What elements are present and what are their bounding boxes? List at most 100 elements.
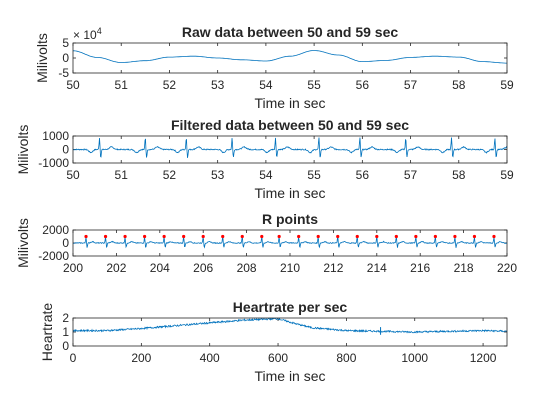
y-tick-label: 5: [62, 36, 69, 50]
x-tick-label: 59: [500, 78, 514, 92]
x-tick-label: 208: [237, 261, 257, 275]
r-point-marker: [453, 234, 457, 239]
chart-title: Filtered data between 50 and 59 sec: [171, 117, 409, 133]
x-tick-label: 57: [404, 78, 418, 92]
y-exponent: × 104: [73, 26, 102, 42]
x-axis-label: Time in sec: [254, 185, 325, 201]
x-tick-label: 54: [259, 168, 273, 182]
x-tick-label: 204: [150, 261, 170, 275]
subplot-3: R points 200 202 204 206 208 210 212 214 216 218 22…: [15, 211, 517, 275]
x-axis-label: Time in sec: [254, 368, 325, 384]
r-point-marker: [143, 234, 147, 239]
y-axis-label: Heartrate: [39, 303, 55, 362]
r-point-marker: [260, 234, 264, 239]
axes-box: [72, 229, 508, 257]
plot-area: [73, 234, 507, 249]
axes-box: [72, 317, 508, 347]
signal-line: [73, 318, 507, 334]
y-tick-label: 1000: [42, 129, 69, 143]
x-tick-label: 51: [115, 168, 129, 182]
r-point-marker: [316, 234, 320, 239]
r-point-marker: [201, 234, 205, 239]
subplot-2: Filtered data between 50 and 59 sec 50 51 5…: [15, 117, 514, 201]
x-tick-label: 55: [307, 78, 321, 92]
x-tick-label: 202: [106, 261, 126, 275]
x-tick-label: 1000: [401, 351, 428, 365]
x-tick-label: 53: [211, 78, 225, 92]
r-point-marker: [336, 234, 340, 239]
r-point-marker: [355, 234, 359, 239]
x-tick-label: 216: [410, 261, 430, 275]
x-tick-label: 200: [131, 351, 151, 365]
signal-line: [73, 236, 507, 249]
y-exponent-power: 4: [97, 26, 102, 36]
plot-area: [73, 50, 507, 64]
y-tick-label: -5: [58, 66, 69, 80]
r-point-marker: [123, 234, 127, 239]
r-point-marker: [297, 234, 301, 239]
x-tick-label: 59: [500, 168, 514, 182]
y-tick-label: 0: [62, 51, 69, 65]
x-tick-label: 56: [356, 78, 370, 92]
x-tick-label: 58: [452, 168, 466, 182]
y-tick-label: 2: [62, 311, 69, 325]
r-point-marker: [240, 234, 244, 239]
r-point-marker: [103, 234, 108, 239]
y-axis-label: Milivolts: [15, 125, 31, 175]
signal-line: [73, 50, 507, 64]
y-tick-label: 0: [62, 143, 69, 157]
x-tick-label: 400: [200, 351, 220, 365]
r-point-marker: [472, 234, 477, 239]
y-tick-label: 1: [62, 325, 69, 339]
x-tick-label: 200: [63, 261, 83, 275]
x-tick-label: 55: [307, 168, 321, 182]
x-tick-label: 210: [280, 261, 300, 275]
x-tick-label: 57: [404, 168, 418, 182]
axes-box: [72, 135, 508, 164]
x-tick-label: 56: [356, 168, 370, 182]
r-point-marker: [84, 234, 88, 239]
y-tick-label: 2000: [42, 223, 69, 237]
r-point-marker: [414, 234, 418, 239]
chart-title: Raw data between 50 and 59 sec: [182, 24, 399, 40]
y-axis-label: Milivolts: [34, 33, 50, 83]
r-point-marker: [221, 234, 225, 239]
x-tick-label: 0: [70, 351, 77, 365]
x-tick-label: 1200: [470, 351, 497, 365]
x-tick-label: 50: [66, 168, 80, 182]
y-tick-label: 0: [62, 236, 69, 250]
axes-box: [72, 42, 508, 74]
x-axis-label: Time in sec: [254, 95, 325, 111]
r-point-marker: [394, 234, 398, 239]
x-tick-label: 52: [163, 168, 177, 182]
r-point-marker: [492, 234, 496, 239]
y-exponent-base: × 10: [73, 28, 97, 42]
subplot-4: Heartrate per sec 0 200 400 600 800 1000 1200 01…: [39, 299, 508, 384]
x-tick-label: 54: [259, 78, 273, 92]
x-tick-label: 58: [452, 78, 466, 92]
x-tick-label: 51: [115, 78, 129, 92]
chart-title: R points: [262, 211, 318, 227]
r-point-marker: [433, 234, 437, 239]
y-tick-label: 0: [62, 339, 69, 353]
chart-title: Heartrate per sec: [233, 299, 348, 315]
x-tick-label: 220: [497, 261, 517, 275]
x-tick-label: 214: [367, 261, 387, 275]
x-tick-label: 52: [163, 78, 177, 92]
x-tick-label: 206: [193, 261, 213, 275]
x-tick-label: 800: [336, 351, 356, 365]
r-point-marker: [162, 234, 166, 239]
x-tick-label: 212: [323, 261, 343, 275]
y-axis-label: Milivolts: [15, 218, 31, 268]
x-tick-label: 53: [211, 168, 225, 182]
x-tick-label: 218: [454, 261, 474, 275]
plot-area: [73, 318, 507, 335]
r-point-marker: [277, 234, 281, 239]
y-tick-label: -2000: [38, 249, 69, 263]
r-point-marker: [182, 234, 186, 239]
x-tick-label: 600: [268, 351, 288, 365]
r-point-marker: [375, 234, 379, 239]
x-tick-label: 50: [66, 78, 80, 92]
